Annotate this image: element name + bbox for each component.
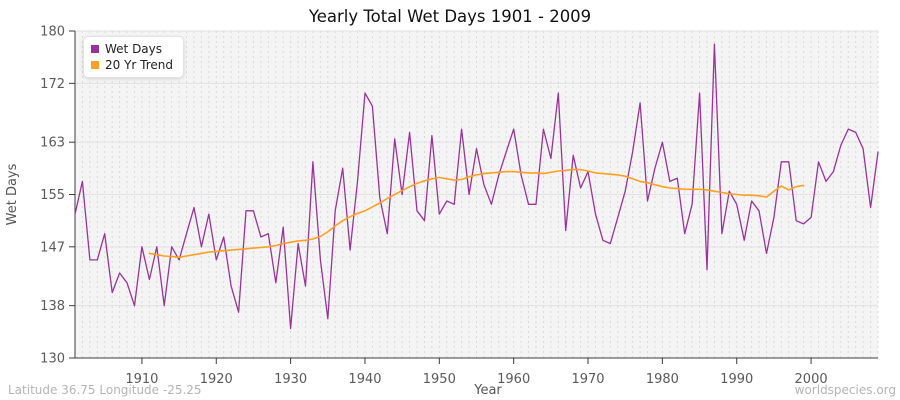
svg-text:138: 138 [40, 299, 65, 314]
svg-text:1980: 1980 [646, 372, 679, 387]
svg-text:1960: 1960 [497, 372, 530, 387]
svg-text:2000: 2000 [795, 372, 828, 387]
y-axis-label: Wet Days [5, 163, 20, 225]
series-line-wet-days [74, 43, 879, 330]
axes [69, 30, 878, 364]
legend-item-wet-days: Wet Days [91, 41, 173, 57]
svg-text:163: 163 [40, 136, 65, 151]
coordinates-label: Latitude 36.75 Longitude -25.25 [8, 383, 202, 397]
legend-label: 20 Yr Trend [105, 58, 174, 72]
legend-swatch-icon [91, 61, 99, 69]
x-tick-labels: 1910 1920 1930 1940 1950 1960 1970 1980 1990 2000 [125, 372, 827, 387]
x-axis-label: Year [473, 383, 502, 398]
svg-text:172: 172 [40, 77, 65, 92]
legend-swatch-icon [91, 45, 99, 53]
legend: Wet Days 20 Yr Trend [83, 36, 185, 78]
chart-title: Yearly Total Wet Days 1901 - 2009 [308, 7, 592, 26]
svg-text:1910: 1910 [125, 372, 158, 387]
svg-text:1920: 1920 [200, 372, 233, 387]
svg-text:180: 180 [40, 25, 65, 40]
svg-text:147: 147 [40, 240, 65, 255]
svg-text:130: 130 [40, 352, 65, 367]
legend-item-20-yr-trend: 20 Yr Trend [91, 57, 173, 73]
svg-text:1950: 1950 [423, 372, 456, 387]
horizontal-gridlines [75, 30, 878, 307]
svg-text:1940: 1940 [348, 372, 381, 387]
watermark-label: worldspecies.org [794, 383, 896, 397]
svg-text:1990: 1990 [720, 372, 753, 387]
svg-text:1930: 1930 [274, 372, 307, 387]
y-tick-labels: 130 138 147 155 163 172 180 [40, 25, 65, 367]
series-line-20-yr-trend [148, 168, 805, 259]
legend-label: Wet Days [105, 42, 163, 56]
svg-text:1970: 1970 [571, 372, 604, 387]
svg-text:155: 155 [40, 188, 65, 203]
